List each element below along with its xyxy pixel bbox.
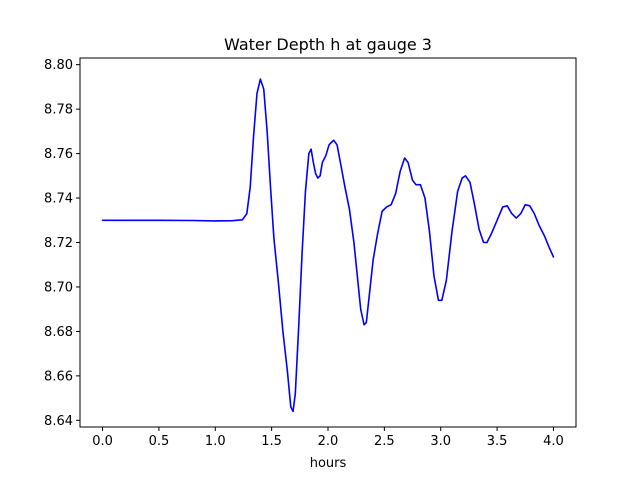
series-line-0 — [101, 78, 555, 413]
y-tick-label: 8.80 — [44, 58, 73, 73]
x-tick-label: 4.0 — [543, 434, 564, 449]
x-tick-label: 1.5 — [261, 434, 282, 449]
plot-area — [101, 78, 555, 413]
y-tick-label: 8.78 — [44, 103, 73, 118]
y-tick-label: 8.64 — [44, 414, 73, 429]
x-tick-label: 0.5 — [149, 434, 170, 449]
y-axis: 8.64 8.66 8.68 8.70 8.72 8.74 8.76 8.78 8.80 — [44, 58, 80, 429]
x-tick-label: 3.0 — [430, 434, 451, 449]
y-tick-label: 8.66 — [44, 369, 73, 384]
y-tick-label: 8.76 — [44, 147, 73, 162]
y-tick-label: 8.74 — [44, 192, 73, 207]
chart-title: Water Depth h at gauge 3 — [224, 35, 432, 54]
y-tick-label: 8.72 — [44, 236, 73, 251]
x-tick-label: 3.5 — [487, 434, 508, 449]
x-tick-label: 0.0 — [92, 434, 113, 449]
x-tick-label: 2.5 — [374, 434, 395, 449]
x-tick-label: 2.0 — [318, 434, 339, 449]
y-tick-label: 8.70 — [44, 280, 73, 295]
y-tick-label: 8.68 — [44, 325, 73, 340]
x-axis-label: hours — [310, 456, 347, 471]
x-axis: 0.0 0.5 1.0 1.5 2.0 2.5 3.0 3.5 4.0 — [92, 427, 564, 449]
x-tick-label: 1.0 — [205, 434, 226, 449]
